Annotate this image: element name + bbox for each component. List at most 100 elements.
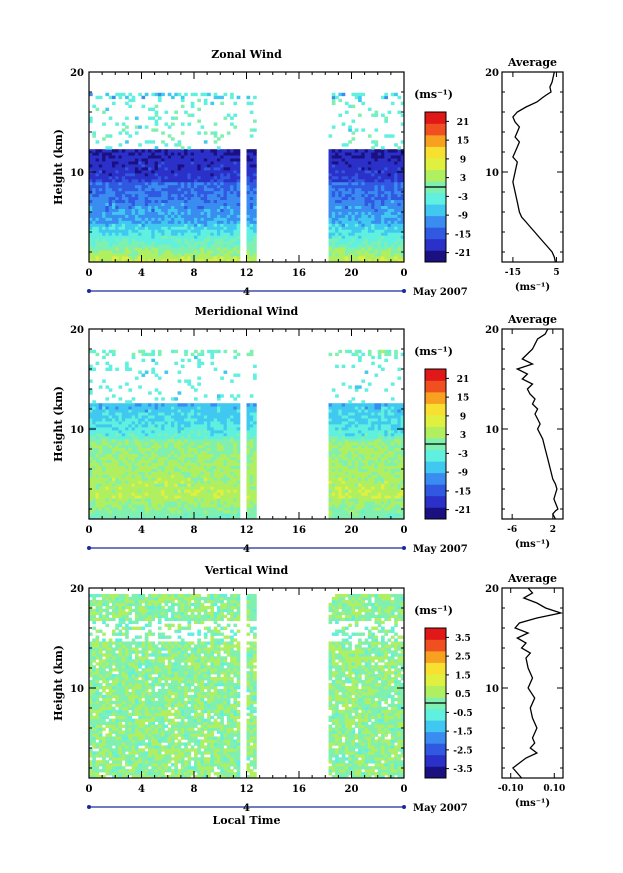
heatmap-cell (167, 208, 172, 212)
y-axis-label: Height (km) (52, 129, 65, 205)
heatmap-cell (187, 155, 192, 159)
heatmap-cell (230, 513, 234, 517)
heatmap-cell (121, 426, 126, 431)
heatmap-cell (226, 152, 231, 156)
heatmap-cell (171, 501, 175, 505)
heatmap-cell (338, 214, 343, 218)
heatmap-cell (180, 98, 185, 103)
heatmap-cell (344, 190, 349, 195)
heatmap-cell (190, 172, 195, 177)
heatmap-cell (171, 447, 175, 452)
heatmap-cell (105, 501, 110, 505)
heatmap-cell (141, 193, 146, 198)
heatmap-cell (200, 250, 205, 254)
heatmap-cell (200, 453, 205, 458)
heatmap-cell (154, 152, 159, 156)
heatmap-cell (253, 250, 257, 254)
heatmap-cell (207, 507, 211, 511)
heatmap-cell (167, 164, 172, 168)
heatmap-cell (118, 155, 123, 159)
heatmap-cell (223, 152, 228, 156)
heatmap-cell (128, 507, 133, 511)
heatmap-cell (187, 208, 192, 212)
heatmap-cell (230, 456, 234, 461)
heatmap-cell (203, 415, 208, 419)
heatmap-cell (213, 480, 218, 484)
heatmap-cell (115, 403, 119, 407)
heatmap-cell (157, 167, 162, 171)
heatmap-cell (226, 241, 231, 245)
heatmap-cell (164, 235, 169, 239)
heatmap-cell (141, 489, 146, 493)
heatmap-cell (194, 161, 198, 165)
heatmap-cell (177, 247, 182, 251)
heatmap-cell (354, 172, 359, 177)
heatmap-cell (98, 426, 103, 431)
heatmap-cell (341, 259, 346, 263)
heatmap-cell (98, 184, 103, 189)
heatmap-cell (128, 462, 133, 466)
heatmap-cell (384, 199, 388, 204)
heatmap-cell (249, 247, 254, 251)
heatmap-cell (138, 223, 142, 227)
heatmap-cell (230, 155, 234, 159)
heatmap-cell (164, 178, 169, 183)
heatmap-cell (138, 205, 142, 209)
heatmap-cell (102, 235, 106, 239)
heatmap-cell (187, 259, 192, 263)
heatmap-cell (207, 412, 211, 416)
heatmap-cell (374, 190, 379, 195)
heatmap-cell (197, 415, 201, 419)
heatmap-cell (111, 211, 116, 215)
heatmap-cell (144, 447, 149, 452)
heatmap-cell (233, 229, 238, 233)
heatmap-cell (180, 418, 185, 422)
heatmap-cell (223, 181, 228, 186)
heatmap-cell (111, 438, 116, 443)
heatmap-cell (138, 167, 142, 171)
heatmap-cell (171, 432, 175, 437)
heatmap-cell (253, 229, 257, 233)
heatmap-cell (397, 238, 402, 242)
heatmap-cell (220, 101, 224, 106)
heatmap-cell (194, 435, 198, 440)
heatmap-cell (344, 175, 349, 180)
heatmap-cell (328, 190, 333, 195)
heatmap-cell (203, 504, 208, 508)
heatmap-cell (371, 229, 375, 233)
heatmap-cell (223, 256, 228, 260)
heatmap-cell (131, 495, 136, 499)
heatmap-cell (151, 220, 156, 224)
heatmap-cell (194, 426, 198, 431)
heatmap-cell (223, 435, 228, 440)
heatmap-cell (118, 220, 123, 224)
heatmap-cell (125, 465, 129, 469)
heatmap-cell (197, 409, 201, 413)
heatmap-cell (167, 253, 172, 257)
heatmap-cell (134, 456, 139, 461)
heatmap-cell (161, 208, 165, 212)
heatmap-cell (180, 441, 185, 446)
heatmap-cell (249, 244, 254, 248)
heatmap-cell (230, 486, 234, 490)
heatmap-cell (154, 424, 159, 428)
heatmap-cell (361, 214, 366, 218)
heatmap-cell (371, 178, 375, 183)
heatmap-cell (144, 187, 149, 192)
heatmap-cell (328, 235, 333, 239)
heatmap-cell (207, 462, 211, 466)
heatmap-cell (164, 122, 169, 126)
heatmap-cell (171, 421, 175, 425)
heatmap-cell (184, 465, 188, 469)
heatmap-cell (157, 259, 162, 263)
heatmap-cell (233, 205, 238, 209)
heatmap-cell (394, 175, 398, 180)
heatmap-cell (187, 424, 192, 428)
heatmap-cell (154, 199, 159, 204)
heatmap-cell (95, 169, 100, 174)
heatmap-cell (194, 211, 198, 215)
heatmap-cell (154, 361, 159, 366)
heatmap-cell (184, 426, 188, 431)
heatmap-cell (128, 409, 133, 413)
heatmap-cell (108, 429, 113, 434)
